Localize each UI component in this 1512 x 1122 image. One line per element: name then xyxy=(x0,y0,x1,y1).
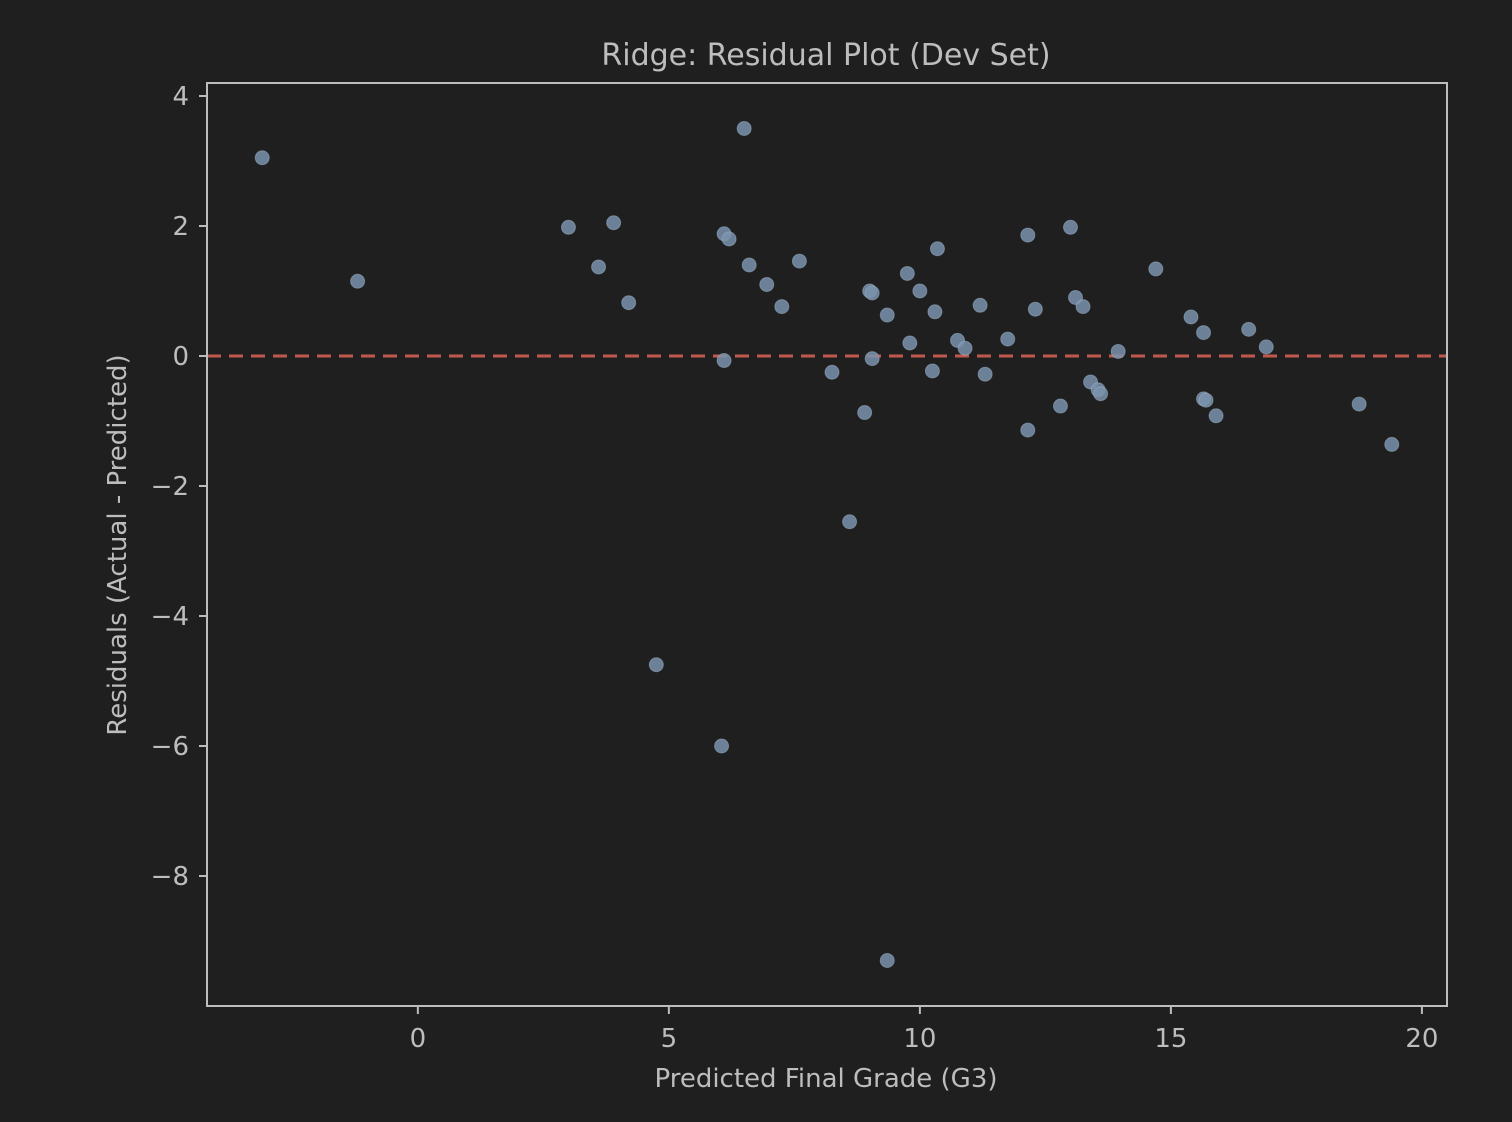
data-point xyxy=(1351,396,1367,412)
data-point xyxy=(741,257,757,273)
data-point xyxy=(648,657,664,673)
data-point xyxy=(1208,408,1224,424)
data-point xyxy=(1027,301,1043,317)
data-point xyxy=(1241,321,1257,337)
y-tick-label: −4 xyxy=(151,602,189,632)
data-point xyxy=(1110,343,1126,359)
data-point xyxy=(1020,422,1036,438)
data-point xyxy=(1183,309,1199,325)
y-tick-label: 0 xyxy=(172,342,189,372)
data-point xyxy=(721,231,737,247)
data-point xyxy=(842,514,858,530)
data-point xyxy=(591,259,607,275)
y-axis-label: Residuals (Actual - Predicted) xyxy=(103,354,133,735)
data-point xyxy=(1093,386,1109,402)
x-tick-label: 0 xyxy=(410,1024,427,1054)
data-point xyxy=(1052,398,1068,414)
x-tick-label: 5 xyxy=(661,1024,678,1054)
data-point xyxy=(864,285,880,301)
data-point xyxy=(621,295,637,311)
data-point xyxy=(759,277,775,292)
data-point xyxy=(1020,227,1036,243)
data-point xyxy=(1258,339,1274,355)
data-point xyxy=(902,335,918,351)
data-point xyxy=(560,219,576,235)
chart-title: Ridge: Residual Plot (Dev Set) xyxy=(601,38,1050,73)
data-point xyxy=(1384,436,1400,452)
data-point xyxy=(824,364,840,380)
data-point xyxy=(972,297,988,313)
data-point xyxy=(929,241,945,257)
y-axis: 4 2 0 −2 −4 −6 −8 xyxy=(151,82,207,892)
data-point xyxy=(714,738,730,754)
data-point xyxy=(350,273,366,289)
data-point xyxy=(1198,392,1214,408)
data-point xyxy=(899,265,915,281)
data-point xyxy=(736,121,752,136)
data-point xyxy=(857,405,873,421)
x-axis-label: Predicted Final Grade (G3) xyxy=(654,1064,997,1094)
y-tick-label: 2 xyxy=(172,212,189,242)
data-point xyxy=(1196,325,1212,341)
data-point xyxy=(774,299,790,315)
data-point xyxy=(1075,299,1091,315)
data-point xyxy=(1148,261,1164,277)
data-point xyxy=(912,283,928,299)
data-point xyxy=(927,304,943,320)
data-point xyxy=(957,340,973,356)
data-point xyxy=(879,307,895,323)
data-point xyxy=(1062,219,1078,235)
data-point xyxy=(924,363,940,379)
data-point xyxy=(791,253,807,269)
x-tick-label: 20 xyxy=(1405,1024,1438,1054)
data-point xyxy=(606,215,622,231)
data-point xyxy=(977,366,993,382)
plot-frame xyxy=(206,82,1448,1007)
y-tick-label: −8 xyxy=(151,862,189,892)
data-point xyxy=(1000,331,1016,347)
data-point xyxy=(864,351,880,367)
x-tick-label: 10 xyxy=(903,1024,936,1054)
data-point xyxy=(879,953,895,968)
y-tick-label: 4 xyxy=(172,82,189,112)
plot-area xyxy=(207,121,1447,968)
y-tick-label: −2 xyxy=(151,472,189,502)
data-point xyxy=(254,150,270,166)
data-point xyxy=(716,353,732,369)
x-tick-label: 15 xyxy=(1154,1024,1187,1054)
y-tick-label: −6 xyxy=(151,732,189,762)
x-axis: 0 5 10 15 20 xyxy=(410,1006,1438,1054)
